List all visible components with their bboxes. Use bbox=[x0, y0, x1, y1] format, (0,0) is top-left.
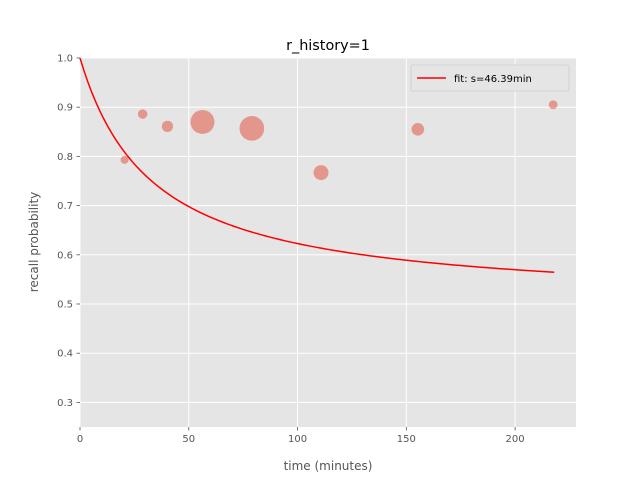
x-tick-label: 50 bbox=[182, 434, 195, 445]
y-tick-label: 0.5 bbox=[57, 300, 73, 311]
data-point bbox=[161, 120, 174, 133]
chart-title: r_history=1 bbox=[286, 38, 370, 54]
data-point bbox=[411, 123, 425, 136]
plot-area bbox=[80, 58, 576, 427]
data-point bbox=[239, 116, 265, 141]
x-tick-label: 0 bbox=[77, 434, 83, 445]
fit-series bbox=[79, 57, 555, 273]
legend: fit: s=46.39min bbox=[410, 64, 570, 92]
y-tick-label: 0.4 bbox=[57, 349, 73, 360]
legend-label-fit: fit: s=46.39min bbox=[454, 74, 532, 85]
fit-line bbox=[79, 57, 555, 273]
y-tick-label: 0.6 bbox=[57, 250, 73, 261]
x-axis-label: time (minutes) bbox=[284, 459, 373, 473]
x-tick-label: 100 bbox=[288, 434, 307, 445]
y-axis: 0.3 0.4 0.5 0.6 0.7 0.8 0.9 1.0 bbox=[57, 54, 80, 409]
data-point bbox=[313, 165, 329, 181]
x-tick-label: 150 bbox=[397, 434, 416, 445]
x-axis: 0 50 100 150 200 bbox=[77, 427, 525, 445]
y-tick-label: 0.8 bbox=[57, 152, 73, 163]
y-tick-label: 1.0 bbox=[57, 54, 73, 65]
data-point bbox=[190, 109, 215, 134]
data-point bbox=[120, 155, 129, 164]
y-tick-label: 0.3 bbox=[57, 398, 73, 409]
data-point bbox=[548, 100, 558, 110]
legend-box bbox=[410, 64, 570, 92]
y-tick-label: 0.7 bbox=[57, 201, 73, 212]
data-point bbox=[137, 109, 148, 119]
y-axis-label: recall probability bbox=[27, 192, 41, 293]
grid bbox=[79, 57, 576, 427]
scatter-points bbox=[120, 100, 558, 181]
x-tick-label: 200 bbox=[506, 434, 525, 445]
y-tick-label: 0.9 bbox=[57, 103, 73, 114]
